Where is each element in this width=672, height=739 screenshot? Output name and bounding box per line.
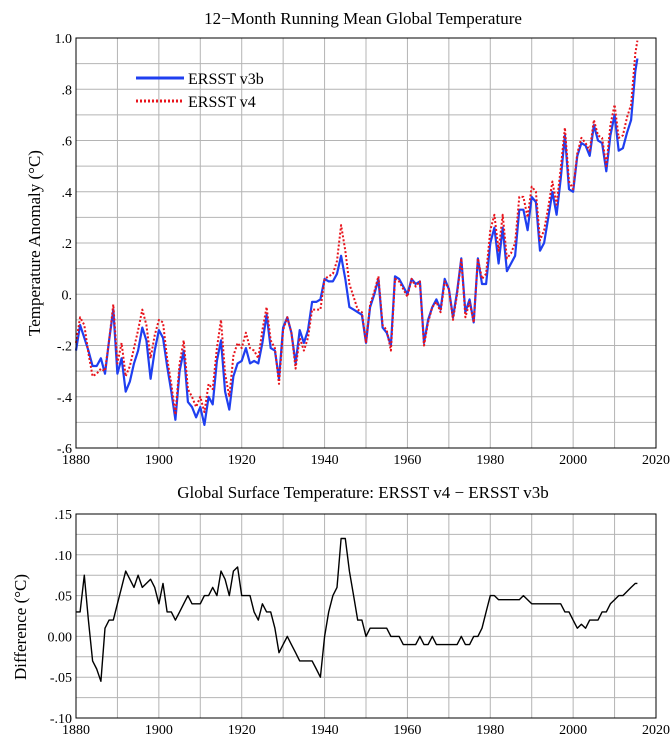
top-chart-y-label: Temperature Anomaly (°C) bbox=[25, 150, 44, 336]
top-chart-title: 12−Month Running Mean Global Temperature bbox=[204, 9, 522, 28]
bottom-chart-series bbox=[76, 537, 638, 682]
top-chart-x-tick-label: 1960 bbox=[393, 453, 421, 468]
top-chart-frame bbox=[75, 37, 657, 449]
bottom-chart-x-tick-label: 1920 bbox=[228, 723, 256, 738]
top-chart-x-ticks: 1880 1900 1920 1940 1960 1980 2000 2020 bbox=[62, 453, 670, 468]
top-chart-series bbox=[74, 40, 639, 426]
legend-label-v4: ERSST v4 bbox=[188, 94, 256, 111]
bottom-chart-series-line-0 bbox=[76, 537, 638, 682]
top-chart-y-tick-label: 1.0 bbox=[55, 32, 73, 47]
bottom-chart-x-tick-label: 2020 bbox=[642, 723, 670, 738]
top-chart-x-tick-label: 1940 bbox=[311, 453, 339, 468]
legend-label-v3b: ERSST v3b bbox=[188, 71, 264, 88]
bottom-chart-x-tick-label: 1980 bbox=[476, 723, 504, 738]
bottom-chart-y-tick-label: .15 bbox=[55, 508, 73, 523]
top-chart-x-tick-label: 1920 bbox=[228, 453, 256, 468]
bottom-chart-x-tick-label: 1900 bbox=[145, 723, 173, 738]
top-chart-grid bbox=[76, 38, 656, 448]
top-chart-x-tick-label: 1900 bbox=[145, 453, 173, 468]
bottom-chart-y-ticks: -.10 -.05 0.00 .05 .10 .15 bbox=[48, 508, 73, 727]
bottom-chart-x-tick-label: 1940 bbox=[311, 723, 339, 738]
bottom-chart-y-tick-label: -.05 bbox=[50, 671, 72, 686]
bottom-chart-y-tick-label: 0.00 bbox=[48, 630, 73, 645]
bottom-chart-title: Global Surface Temperature: ERSST v4 − E… bbox=[177, 483, 549, 502]
top-chart-y-tick-label: .8 bbox=[62, 83, 73, 98]
bottom-chart-x-tick-label: 1960 bbox=[393, 723, 421, 738]
top-chart-y-tick-label: .6 bbox=[62, 135, 73, 150]
top-chart-x-tick-label: 2000 bbox=[559, 453, 587, 468]
top-chart-x-tick-label: 1880 bbox=[62, 453, 90, 468]
bottom-chart-x-ticks: 1880 1900 1920 1940 1960 1980 2000 2020 bbox=[62, 723, 670, 738]
top-chart-y-tick-label: 0. bbox=[62, 288, 73, 303]
top-chart-y-tick-label: -.4 bbox=[57, 391, 72, 406]
top-chart-y-ticks: -.6 -.4 -.2 0. .2 .4 .6 .8 1.0 bbox=[55, 32, 73, 457]
top-chart-series-line-1 bbox=[75, 40, 639, 416]
top-chart: 12−Month Running Mean Global Temperature… bbox=[25, 9, 670, 468]
bottom-chart-y-label: Difference (°C) bbox=[11, 574, 30, 680]
top-chart-legend: ERSST v3b ERSST v4 bbox=[136, 71, 264, 111]
bottom-chart-frame bbox=[75, 513, 657, 719]
top-chart-y-tick-label: -.2 bbox=[57, 340, 72, 355]
bottom-chart-x-tick-label: 1880 bbox=[62, 723, 90, 738]
bottom-chart-y-tick-label: .10 bbox=[55, 549, 73, 564]
top-chart-y-tick-label: .2 bbox=[62, 237, 73, 252]
bottom-chart-y-tick-label: .05 bbox=[55, 590, 73, 605]
top-chart-x-tick-label: 2020 bbox=[642, 453, 670, 468]
bottom-chart-x-tick-label: 2000 bbox=[559, 723, 587, 738]
top-chart-x-tick-label: 1980 bbox=[476, 453, 504, 468]
top-chart-y-tick-label: .4 bbox=[62, 186, 73, 201]
bottom-chart: Global Surface Temperature: ERSST v4 − E… bbox=[11, 483, 670, 738]
top-chart-y-tick-label: -.6 bbox=[57, 442, 72, 457]
bottom-chart-y-tick-label: -.10 bbox=[50, 712, 72, 727]
top-chart-series-line-0 bbox=[74, 58, 639, 426]
bottom-chart-grid bbox=[76, 514, 656, 718]
